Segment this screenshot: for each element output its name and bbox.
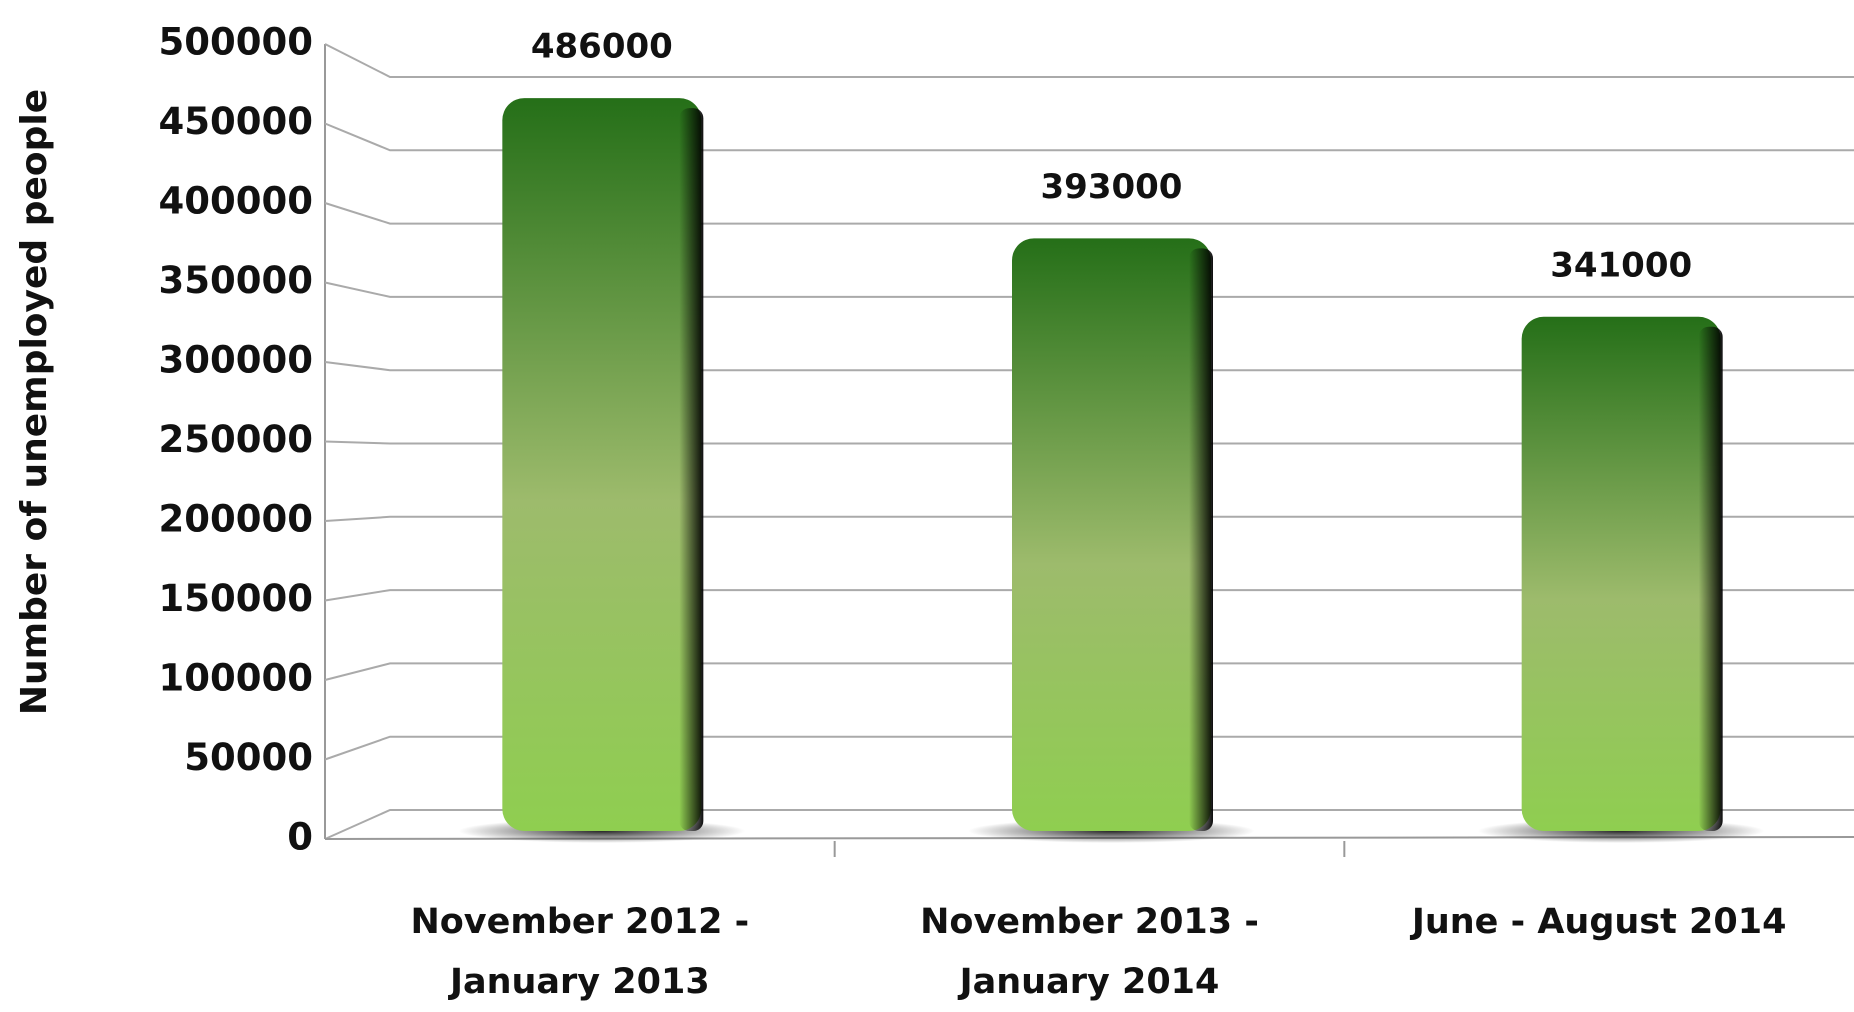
value-label: 341000 [1550, 245, 1692, 285]
grid-line [324, 440, 1854, 445]
bar-side [679, 108, 704, 831]
grid-line [324, 43, 1854, 78]
y-tick-label: 50000 [184, 736, 313, 779]
x-tick-label: November 2012 - January 2013 [410, 902, 750, 1002]
bar-side [1189, 248, 1213, 831]
value-label: 393000 [1041, 167, 1183, 207]
y-axis-title: Number of unemployed people [14, 89, 55, 715]
grid-line [324, 281, 1854, 298]
grid-line [324, 122, 1854, 152]
y-tick-label: 200000 [159, 498, 313, 541]
grid-line [324, 515, 1854, 522]
y-tick-label: 500000 [159, 21, 313, 64]
grid-line [324, 735, 1854, 761]
y-tick-label: 450000 [159, 100, 313, 143]
y-tick-label: 300000 [159, 339, 313, 382]
y-tick-label: 250000 [159, 418, 313, 461]
x-tick-label: June - August 2014 [1411, 902, 1787, 942]
grid-line [324, 809, 1854, 840]
bar [1521, 316, 1721, 832]
y-tick-label: 400000 [159, 180, 313, 223]
y-tick-label: 350000 [159, 259, 313, 302]
bar [502, 98, 702, 831]
bar [1012, 238, 1211, 831]
bar-side [1698, 326, 1723, 831]
y-tick-label: 100000 [159, 657, 313, 700]
grid-line [324, 361, 1854, 372]
grid-line [324, 589, 1854, 602]
grid-line [324, 662, 1854, 681]
y-tick-label: 0 [287, 816, 313, 859]
grid-line [324, 202, 1854, 225]
value-label: 486000 [531, 27, 673, 67]
y-tick-label: 150000 [159, 577, 313, 620]
x-tick-label: November 2013 - January 2014 [920, 902, 1259, 1002]
